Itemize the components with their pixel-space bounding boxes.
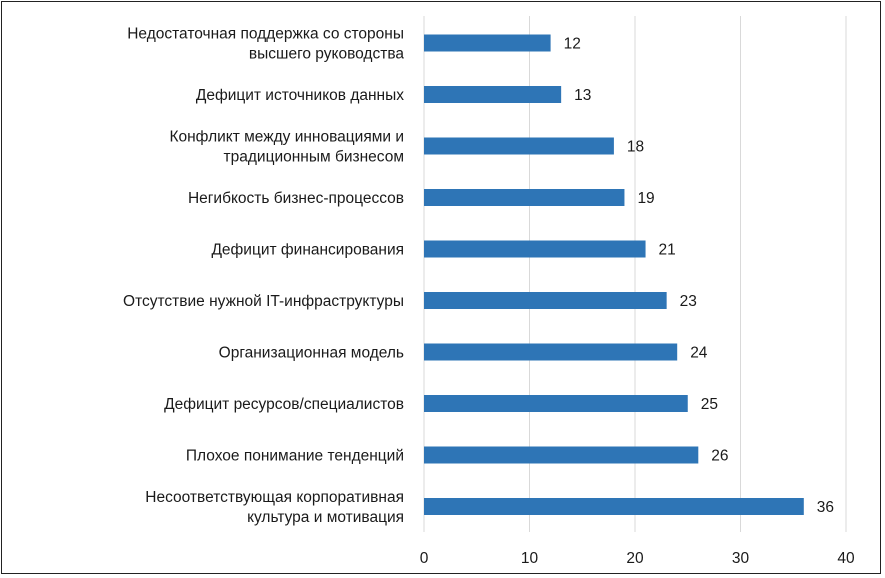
category-label-4: Дефицит финансирования — [211, 242, 404, 259]
category-label-2-line-0: Конфликт между инновациями и — [169, 129, 404, 146]
x-tick-label-30: 30 — [732, 550, 750, 567]
category-label-9-line-1: культура и мотивация — [247, 509, 404, 526]
category-label-2-line-1: традиционным бизнесом — [224, 149, 404, 166]
data-label-7: 25 — [701, 396, 718, 413]
bar-9 — [424, 498, 804, 515]
category-label-3: Негибкость бизнес-процессов — [188, 190, 404, 207]
x-tick-label-0: 0 — [420, 550, 429, 567]
data-label-0: 12 — [564, 36, 581, 53]
bar-1 — [424, 86, 562, 103]
data-label-2: 18 — [627, 139, 644, 156]
data-label-6: 24 — [690, 345, 708, 362]
data-label-8: 26 — [711, 448, 728, 465]
category-label-9-line-0: Несоответствующая корпоративная — [145, 489, 404, 506]
x-tick-label-20: 20 — [626, 550, 644, 567]
x-tick-label-10: 10 — [521, 550, 539, 567]
bar-4 — [424, 240, 646, 258]
bar-2 — [424, 137, 614, 155]
category-label-0-line-1: высшего руководства — [249, 46, 404, 63]
x-tick-label-40: 40 — [837, 550, 855, 567]
bar-3 — [424, 189, 625, 206]
category-label-0-line-0: Недостаточная поддержка со стороны — [127, 26, 404, 43]
data-label-3: 19 — [637, 190, 654, 207]
data-label-9: 36 — [817, 499, 834, 516]
category-label-5: Отсутствие нужной IT-инфраструктуры — [123, 293, 404, 310]
bar-0 — [424, 34, 551, 52]
category-label-1: Дефицит источников данных — [196, 87, 404, 104]
category-label-7: Дефицит ресурсов/специалистов — [164, 396, 404, 413]
bar-6 — [424, 343, 678, 361]
bar-8 — [424, 446, 699, 464]
data-label-1: 13 — [574, 87, 591, 104]
bar-5 — [424, 292, 667, 309]
data-label-5: 23 — [680, 293, 697, 310]
category-label-8: Плохое понимание тенденций — [186, 448, 404, 465]
data-label-4: 21 — [659, 242, 676, 259]
category-label-6: Организационная модель — [219, 345, 404, 362]
bar-7 — [424, 395, 688, 412]
